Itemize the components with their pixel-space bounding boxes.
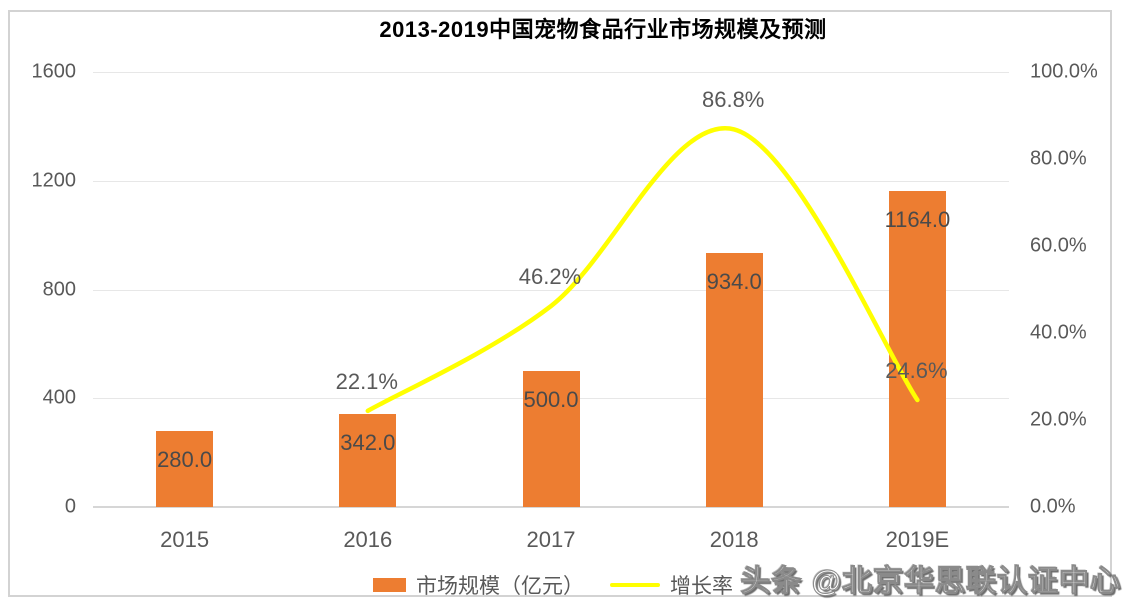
left-tick-label: 400 (42, 386, 76, 409)
right-tick-label: 100.0% (1030, 60, 1098, 83)
chart-title: 2013-2019中国宠物食品行业市场规模及预测 (379, 17, 827, 42)
left-tick-label: 1200 (31, 169, 77, 192)
legend: 市场规模（亿元） 增长率 (93, 570, 1013, 600)
line-point-label: 46.2% (518, 264, 582, 290)
line-point-label: 22.1% (335, 368, 398, 394)
bar-series-swatch (373, 578, 406, 592)
bar (339, 414, 397, 507)
line-point-label: 86.8% (701, 87, 765, 113)
x-tick-label: 2019E (885, 527, 950, 552)
line-point-label: 24.6% (885, 357, 948, 383)
bar-value-label: 280.0 (157, 446, 213, 472)
right-tick-label: 80.0% (1030, 147, 1087, 170)
line-series-swatch (610, 583, 660, 587)
gridline (93, 506, 1009, 508)
legend-item-market-size: 市场规模（亿元） (373, 570, 584, 600)
legend-label-growth-rate: 增长率 (670, 575, 733, 598)
gridline (93, 72, 1009, 73)
bar (888, 190, 946, 507)
x-tick-label: 2016 (343, 527, 393, 552)
legend-item-growth-rate: 增长率 (610, 570, 733, 600)
watermark: 头条 @北京华思联认证中心 (740, 565, 1121, 599)
bar-value-label: 342.0 (340, 430, 396, 456)
left-tick-label: 1600 (31, 60, 77, 83)
left-tick-label: 0 (64, 495, 76, 518)
right-tick-label: 60.0% (1030, 234, 1087, 257)
gridline (93, 180, 1009, 182)
legend-label-market-size: 市场规模（亿元） (416, 575, 584, 598)
chart-border (8, 10, 1112, 597)
left-tick-label: 800 (42, 278, 76, 300)
bar-value-label: 1164.0 (884, 206, 951, 232)
x-tick-label: 2015 (160, 527, 210, 552)
x-tick-label: 2017 (526, 527, 576, 552)
right-tick-label: 40.0% (1030, 321, 1087, 344)
right-tick-label: 0.0% (1030, 495, 1076, 518)
x-tick-label: 2018 (709, 527, 759, 552)
bar-value-label: 500.0 (523, 387, 579, 413)
bar-value-label: 934.0 (706, 269, 762, 295)
right-tick-label: 20.0% (1030, 408, 1087, 431)
bar (156, 430, 214, 507)
